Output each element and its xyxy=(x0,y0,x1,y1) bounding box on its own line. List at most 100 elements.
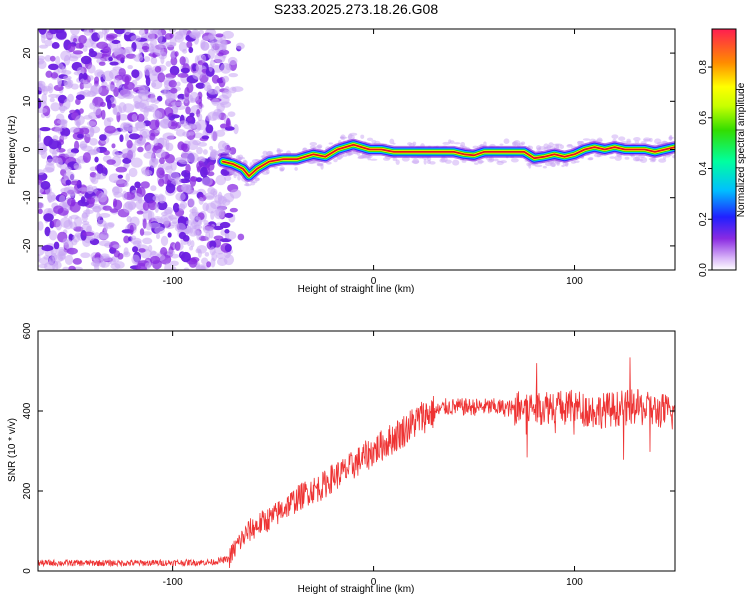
noise-speckle xyxy=(122,157,132,164)
noise-speckle xyxy=(150,37,157,49)
noise-speckle xyxy=(71,238,78,246)
noise-speckle xyxy=(188,131,195,136)
noise-speckle xyxy=(89,102,96,110)
noise-speckle xyxy=(188,32,200,37)
noise-speckle xyxy=(86,184,94,195)
noise-speckle xyxy=(199,166,208,178)
noise-speckle xyxy=(143,152,155,159)
noise-speckle xyxy=(193,216,202,227)
noise-speckle xyxy=(88,50,98,58)
ridge-halo xyxy=(336,157,341,160)
noise-speckle xyxy=(205,124,214,134)
noise-speckle xyxy=(50,102,61,112)
noise-speckle xyxy=(45,70,53,78)
noise-speckle xyxy=(154,202,159,213)
noise-speckle xyxy=(111,39,121,44)
noise-speckle xyxy=(38,107,48,114)
noise-speckle xyxy=(112,244,121,249)
noise-speckle xyxy=(201,54,207,63)
noise-speckle xyxy=(82,81,93,89)
noise-speckle xyxy=(201,176,213,187)
noise-speckle xyxy=(174,176,182,185)
noise-speckle xyxy=(79,143,87,149)
noise-speckle xyxy=(167,232,172,238)
noise-speckle xyxy=(97,31,104,39)
noise-speckle xyxy=(91,42,99,49)
noise-speckle xyxy=(156,167,165,179)
noise-speckle xyxy=(155,148,166,159)
ridge-halo xyxy=(412,158,420,165)
noise-speckle xyxy=(208,63,213,72)
noise-speckle xyxy=(59,104,66,114)
noise-speckle xyxy=(224,212,234,219)
noise-speckle xyxy=(133,54,144,62)
noise-speckle xyxy=(59,194,66,204)
colorbar: 0.0 0.2 0.4 0.6 0.8 Normalized spectral ampl… xyxy=(698,28,747,277)
noise-speckle xyxy=(204,192,215,199)
noise-speckle xyxy=(75,115,85,126)
noise-speckle xyxy=(169,260,179,267)
noise-speckle xyxy=(137,146,144,153)
ridge-halo xyxy=(640,141,647,145)
spectrogram-y-axis: -20 -10 0 10 20 xyxy=(22,47,675,253)
noise-speckle xyxy=(132,246,139,253)
noise-speckle xyxy=(102,205,112,211)
ridge-halo xyxy=(633,137,641,142)
noise-speckle xyxy=(219,221,231,229)
ridge-halo xyxy=(649,137,653,143)
ridge-halo xyxy=(347,152,353,156)
noise-speckle xyxy=(186,41,193,49)
noise-speckle xyxy=(40,149,48,159)
noise-speckle xyxy=(83,29,93,36)
snr-x-tick-label: 0 xyxy=(371,577,377,588)
ridge-halo xyxy=(342,153,348,157)
snr-x-axis-label: Height of straight line (km) xyxy=(298,584,415,595)
noise-speckle xyxy=(119,134,124,143)
noise-speckle xyxy=(102,46,112,57)
noise-speckle xyxy=(189,224,194,234)
noise-speckle xyxy=(193,121,201,133)
noise-speckle xyxy=(211,251,218,262)
noise-speckle xyxy=(38,263,48,269)
noise-speckle xyxy=(99,231,110,240)
noise-speckle xyxy=(187,139,199,151)
noise-speckle xyxy=(142,237,153,245)
noise-speckle xyxy=(183,267,190,270)
noise-speckle xyxy=(154,65,162,73)
noise-speckle xyxy=(103,222,115,229)
noise-speckle xyxy=(88,75,94,81)
noise-speckle xyxy=(117,174,124,179)
noise-speckle xyxy=(93,105,102,116)
noise-speckle xyxy=(111,143,116,149)
noise-speckle xyxy=(131,113,138,122)
noise-speckle xyxy=(188,257,198,268)
noise-speckle xyxy=(170,87,178,94)
ridge-halo xyxy=(448,139,452,144)
ridge-halo xyxy=(254,177,260,182)
noise-speckle xyxy=(38,83,44,92)
noise-speckle xyxy=(59,135,68,140)
noise-speckle xyxy=(56,157,63,168)
noise-speckle xyxy=(148,157,158,169)
noise-speckle xyxy=(143,67,151,76)
noise-speckle xyxy=(201,257,209,265)
noise-speckle xyxy=(194,224,201,233)
noise-speckle xyxy=(98,61,106,66)
noise-speckle xyxy=(229,86,237,94)
noise-speckle xyxy=(176,81,181,87)
noise-speckle xyxy=(69,201,81,213)
snr-y-tick-label: 600 xyxy=(22,322,33,339)
noise-speckle xyxy=(180,251,191,263)
spectrogram-x-tick-label: -100 xyxy=(163,276,183,287)
noise-speckle xyxy=(55,219,62,231)
noise-speckle xyxy=(177,73,189,78)
snr-x-axis: -100 0 100 xyxy=(163,331,583,588)
noise-speckle xyxy=(115,166,128,173)
noise-speckle xyxy=(134,102,145,109)
noise-speckle xyxy=(80,55,92,65)
noise-speckle xyxy=(178,120,189,127)
ridge-halo xyxy=(564,162,569,167)
noise-speckle xyxy=(61,70,72,75)
noise-speckle xyxy=(53,241,60,250)
ridge-halo xyxy=(371,139,377,144)
